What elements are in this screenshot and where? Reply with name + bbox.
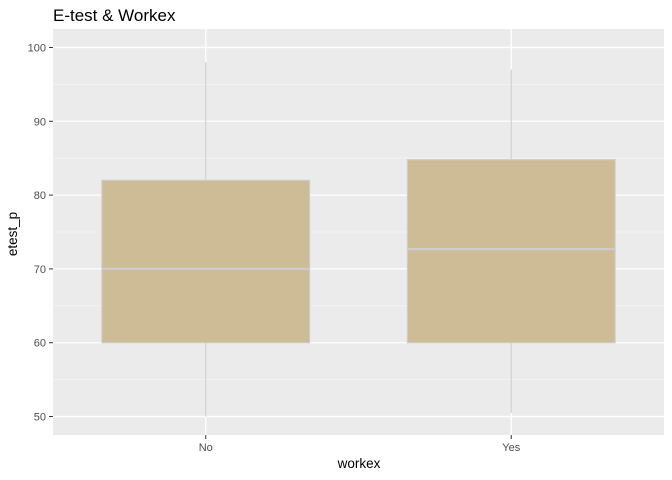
box-yes [406, 69, 616, 413]
boxes-layer [101, 62, 616, 417]
y-tick-label: 90 [34, 116, 46, 128]
y-tick-label: 50 [34, 412, 46, 424]
box-body [406, 159, 616, 344]
x-tick-label: Yes [502, 442, 520, 454]
x-tick-label: No [199, 442, 213, 454]
y-tick-label: 100 [28, 42, 46, 54]
y-tick-label: 70 [34, 264, 46, 276]
y-tick-label: 60 [34, 338, 46, 350]
box-no [101, 62, 311, 417]
y-axis: 50 60 70 80 90 100 [28, 42, 53, 424]
box-body [101, 179, 311, 344]
chart-title: E-test & Workex [53, 6, 176, 25]
x-axis: No Yes [199, 435, 521, 454]
y-tick-label: 80 [34, 190, 46, 202]
y-axis-title: etest_p [5, 212, 20, 256]
x-axis-title: workex [337, 456, 381, 471]
